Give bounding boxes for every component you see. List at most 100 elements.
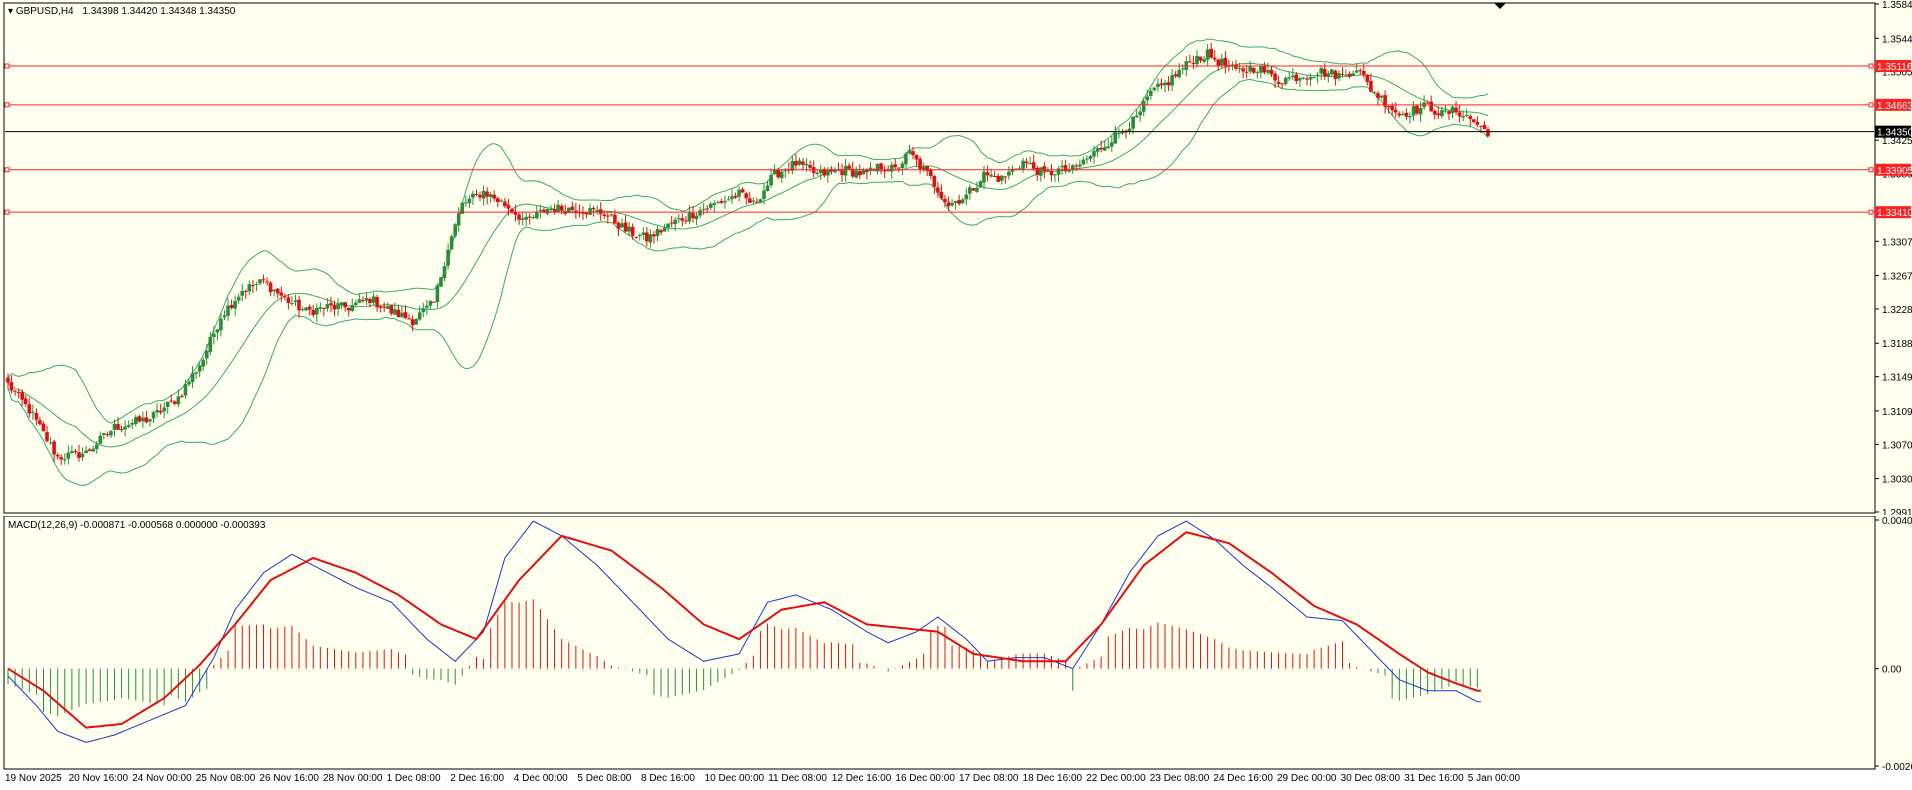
candle-body	[261, 279, 266, 281]
candle-body	[1170, 75, 1174, 86]
candle-body	[591, 207, 596, 210]
candle-body	[1092, 151, 1096, 157]
candle-body	[964, 194, 969, 200]
macd-chart[interactable]: 0.00403 0.00 -0.00264	[0, 516, 1912, 770]
candle-body	[1067, 170, 1071, 172]
candle-body	[1486, 129, 1490, 137]
candle-body	[1294, 74, 1299, 81]
candle-body	[1078, 164, 1082, 167]
candle-body	[889, 164, 894, 172]
candle-body	[1301, 77, 1306, 79]
candle-body	[858, 171, 862, 176]
candle-body	[346, 308, 351, 311]
candle-body	[421, 308, 426, 313]
candle-body	[315, 308, 319, 315]
candle-body	[907, 150, 912, 154]
dropdown-triangle-icon[interactable]: ▾	[8, 6, 14, 17]
candle-body	[630, 226, 635, 236]
candle-body	[758, 199, 763, 203]
candle-body	[190, 373, 195, 383]
candle-body	[1202, 59, 1206, 62]
candle-body	[1010, 168, 1015, 172]
candle-body	[1383, 95, 1387, 107]
candle-body	[116, 424, 120, 430]
bid-price-tag	[1875, 125, 1911, 138]
candle-body	[570, 206, 575, 210]
candle-body	[16, 392, 21, 393]
price-tag-label: 1.33905	[1877, 166, 1912, 177]
candle-body	[254, 284, 259, 285]
candle-body	[1031, 162, 1036, 169]
candle-body	[598, 209, 603, 214]
candle-body	[6, 377, 10, 383]
candle-body	[680, 218, 685, 221]
candle-body	[300, 309, 305, 311]
candle-body	[1433, 110, 1437, 115]
candle-body	[751, 200, 756, 202]
candle-body	[939, 191, 944, 199]
price-chart[interactable]: 1.358401.354401.350501.342501.338601.330…	[0, 0, 1912, 515]
candle-body	[481, 190, 486, 199]
candle-body	[648, 234, 653, 243]
candle-body	[158, 410, 163, 413]
level-anchor-right[interactable]	[1868, 167, 1874, 173]
candle-body	[1085, 158, 1089, 160]
candle-body	[1468, 116, 1473, 119]
price-tick-label: 1.30700	[1882, 440, 1912, 451]
candle-body	[1259, 66, 1263, 73]
candle-body	[691, 213, 695, 219]
candle-body	[77, 452, 81, 458]
candle-body	[442, 266, 447, 279]
candle-body	[194, 372, 198, 374]
candle-body	[236, 296, 241, 301]
candle-body	[1102, 146, 1107, 151]
candle-body	[272, 289, 276, 292]
candle-body	[602, 214, 607, 216]
candle-body	[1443, 110, 1448, 112]
candle-body	[1188, 61, 1192, 63]
level-anchor-left[interactable]	[4, 167, 10, 173]
candle-body	[1209, 48, 1213, 58]
time-axis-label: 10 Dec 00:00	[704, 773, 765, 784]
candle-body	[879, 163, 883, 169]
level-anchor-right[interactable]	[1868, 63, 1874, 69]
candle-body	[620, 223, 624, 228]
level-anchor-right[interactable]	[1868, 209, 1874, 215]
shift-marker-icon[interactable]	[1494, 3, 1506, 9]
candle-body	[357, 299, 362, 303]
candle-body	[638, 235, 642, 236]
macd-header: MACD(12,26,9) -0.000871 -0.000568 0.0000…	[8, 520, 266, 531]
candle-body	[1220, 58, 1224, 66]
candle-body	[1482, 125, 1487, 130]
level-anchor-left[interactable]	[4, 209, 10, 215]
candle-body	[400, 312, 404, 317]
candle-body	[73, 451, 78, 452]
candle-body	[1216, 59, 1221, 66]
candle-body	[982, 171, 986, 183]
symbol-label: GBPUSD,H4	[15, 6, 74, 17]
candle-body	[776, 169, 780, 178]
candle-body	[581, 212, 585, 214]
level-anchor-right[interactable]	[1868, 102, 1874, 108]
time-axis: 19 Nov 2025 20 Nov 16:00 24 Nov 00:00 25 No…	[0, 770, 1912, 790]
time-axis-label: 19 Nov 2025	[5, 773, 62, 784]
candle-body	[552, 209, 557, 213]
candle-body	[556, 204, 560, 213]
candle-body	[1436, 113, 1441, 116]
candle-body	[1401, 114, 1405, 116]
candle-body	[645, 232, 649, 242]
macd-panel[interactable]: 0.00403 0.00 -0.00264 MACD(12,26,9) -0.000…	[0, 516, 1912, 770]
candle-body	[748, 198, 752, 203]
price-tick-label: 1.34250	[1882, 136, 1912, 147]
candle-body	[978, 181, 983, 188]
candle-body	[1184, 61, 1189, 70]
candle-body	[364, 298, 369, 301]
level-anchor-left[interactable]	[4, 102, 10, 108]
candle-body	[1110, 142, 1114, 147]
main-chart-panel[interactable]: 1.358401.354401.350501.342501.338601.330…	[0, 0, 1912, 515]
candle-body	[1237, 68, 1242, 70]
candle-body	[1003, 176, 1008, 178]
level-anchor-left[interactable]	[4, 63, 10, 69]
candle-body	[1358, 70, 1362, 72]
candle-body	[712, 203, 717, 205]
